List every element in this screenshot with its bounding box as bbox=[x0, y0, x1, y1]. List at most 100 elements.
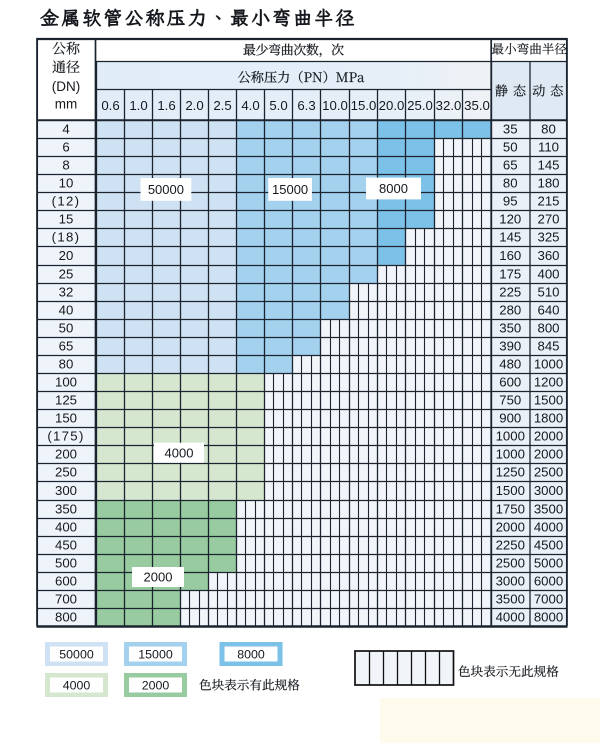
svg-text:1750: 1750 bbox=[496, 502, 525, 517]
svg-text:1000: 1000 bbox=[534, 357, 563, 372]
svg-text:845: 845 bbox=[537, 339, 559, 354]
svg-text:2500: 2500 bbox=[534, 465, 563, 480]
svg-text:6: 6 bbox=[62, 140, 69, 155]
svg-text:510: 510 bbox=[537, 285, 559, 300]
svg-text:325: 325 bbox=[537, 230, 559, 245]
svg-text:4500: 4500 bbox=[534, 538, 563, 553]
svg-text:400: 400 bbox=[55, 520, 77, 535]
svg-text:1250: 1250 bbox=[496, 465, 525, 480]
svg-text:80: 80 bbox=[59, 357, 74, 372]
svg-text:350: 350 bbox=[499, 321, 521, 336]
svg-text:2.5: 2.5 bbox=[213, 98, 231, 113]
svg-text:175: 175 bbox=[499, 267, 521, 282]
svg-text:50: 50 bbox=[59, 321, 74, 336]
svg-text:500: 500 bbox=[55, 556, 77, 571]
svg-text:250: 250 bbox=[55, 465, 77, 480]
svg-text:3000: 3000 bbox=[496, 574, 525, 589]
svg-text:1800: 1800 bbox=[534, 411, 563, 426]
svg-text:600: 600 bbox=[55, 574, 77, 589]
svg-text:5.0: 5.0 bbox=[269, 98, 287, 113]
svg-text:20: 20 bbox=[59, 248, 74, 263]
svg-text:6000: 6000 bbox=[534, 574, 563, 589]
svg-text:8000: 8000 bbox=[379, 181, 408, 196]
svg-text:2000: 2000 bbox=[534, 447, 563, 462]
svg-text:65: 65 bbox=[503, 158, 518, 173]
svg-text:600: 600 bbox=[499, 375, 521, 390]
svg-text:50: 50 bbox=[503, 140, 518, 155]
svg-text:160: 160 bbox=[499, 248, 521, 263]
svg-text:32: 32 bbox=[59, 285, 74, 300]
svg-text:480: 480 bbox=[499, 357, 521, 372]
svg-text:50000: 50000 bbox=[59, 647, 94, 661]
svg-text:450: 450 bbox=[55, 538, 77, 553]
svg-text:215: 215 bbox=[537, 194, 559, 209]
svg-text:80: 80 bbox=[541, 122, 556, 137]
svg-text:2000: 2000 bbox=[534, 429, 563, 444]
svg-text:120: 120 bbox=[499, 212, 521, 227]
svg-text:4: 4 bbox=[62, 122, 69, 137]
svg-text:(18): (18) bbox=[52, 230, 81, 245]
svg-text:25.0: 25.0 bbox=[407, 98, 433, 113]
svg-text:390: 390 bbox=[499, 339, 521, 354]
svg-text:1200: 1200 bbox=[534, 375, 563, 390]
svg-text:15000: 15000 bbox=[272, 182, 308, 197]
svg-text:95: 95 bbox=[503, 194, 518, 209]
svg-text:32.0: 32.0 bbox=[436, 98, 462, 113]
svg-text:4000: 4000 bbox=[165, 445, 194, 460]
svg-text:180: 180 bbox=[537, 176, 559, 191]
svg-text:5000: 5000 bbox=[534, 556, 563, 571]
svg-text:800: 800 bbox=[55, 610, 77, 625]
svg-text:360: 360 bbox=[537, 248, 559, 263]
svg-text:1000: 1000 bbox=[496, 447, 525, 462]
svg-text:mm: mm bbox=[55, 97, 78, 112]
svg-text:(175): (175) bbox=[47, 429, 84, 444]
svg-text:3500: 3500 bbox=[496, 592, 525, 607]
svg-text:2250: 2250 bbox=[496, 538, 525, 553]
svg-text:1000: 1000 bbox=[496, 429, 525, 444]
svg-text:4000: 4000 bbox=[496, 610, 525, 625]
svg-text:10: 10 bbox=[59, 176, 74, 191]
svg-text:15000: 15000 bbox=[138, 647, 173, 661]
svg-text:300: 300 bbox=[55, 483, 77, 498]
svg-text:270: 270 bbox=[537, 212, 559, 227]
svg-text:100: 100 bbox=[55, 375, 77, 390]
svg-text:3000: 3000 bbox=[534, 483, 563, 498]
svg-text:1500: 1500 bbox=[534, 393, 563, 408]
svg-text:225: 225 bbox=[499, 285, 521, 300]
svg-text:35.0: 35.0 bbox=[464, 98, 490, 113]
svg-text:8: 8 bbox=[62, 158, 69, 173]
svg-text:10.0: 10.0 bbox=[322, 98, 348, 113]
svg-text:1500: 1500 bbox=[496, 483, 525, 498]
svg-text:145: 145 bbox=[499, 230, 521, 245]
svg-text:25: 25 bbox=[59, 267, 74, 282]
svg-text:145: 145 bbox=[537, 158, 559, 173]
svg-text:4000: 4000 bbox=[534, 520, 563, 535]
svg-text:1.0: 1.0 bbox=[129, 98, 147, 113]
svg-text:2000: 2000 bbox=[142, 678, 170, 692]
svg-text:65: 65 bbox=[59, 339, 74, 354]
svg-text:4.0: 4.0 bbox=[241, 98, 259, 113]
svg-text:6.3: 6.3 bbox=[297, 98, 315, 113]
svg-text:3500: 3500 bbox=[534, 502, 563, 517]
svg-text:200: 200 bbox=[55, 447, 77, 462]
svg-text:35: 35 bbox=[503, 122, 518, 137]
svg-text:110: 110 bbox=[538, 140, 559, 155]
svg-text:350: 350 bbox=[55, 502, 77, 517]
svg-text:2000: 2000 bbox=[496, 520, 525, 535]
svg-text:750: 750 bbox=[499, 393, 521, 408]
svg-text:(DN): (DN) bbox=[52, 79, 81, 94]
svg-text:125: 125 bbox=[55, 393, 77, 408]
svg-text:2000: 2000 bbox=[144, 570, 173, 585]
svg-text:15: 15 bbox=[59, 212, 74, 227]
svg-text:7000: 7000 bbox=[534, 592, 563, 607]
svg-text:0.6: 0.6 bbox=[101, 98, 119, 113]
svg-text:640: 640 bbox=[537, 303, 559, 318]
svg-text:50000: 50000 bbox=[148, 182, 184, 197]
svg-text:8000: 8000 bbox=[237, 647, 265, 661]
svg-text:900: 900 bbox=[499, 411, 521, 426]
svg-text:4000: 4000 bbox=[63, 678, 91, 692]
svg-text:800: 800 bbox=[537, 321, 559, 336]
svg-text:20.0: 20.0 bbox=[379, 98, 405, 113]
svg-text:8000: 8000 bbox=[534, 610, 563, 625]
svg-text:15.0: 15.0 bbox=[351, 98, 377, 113]
